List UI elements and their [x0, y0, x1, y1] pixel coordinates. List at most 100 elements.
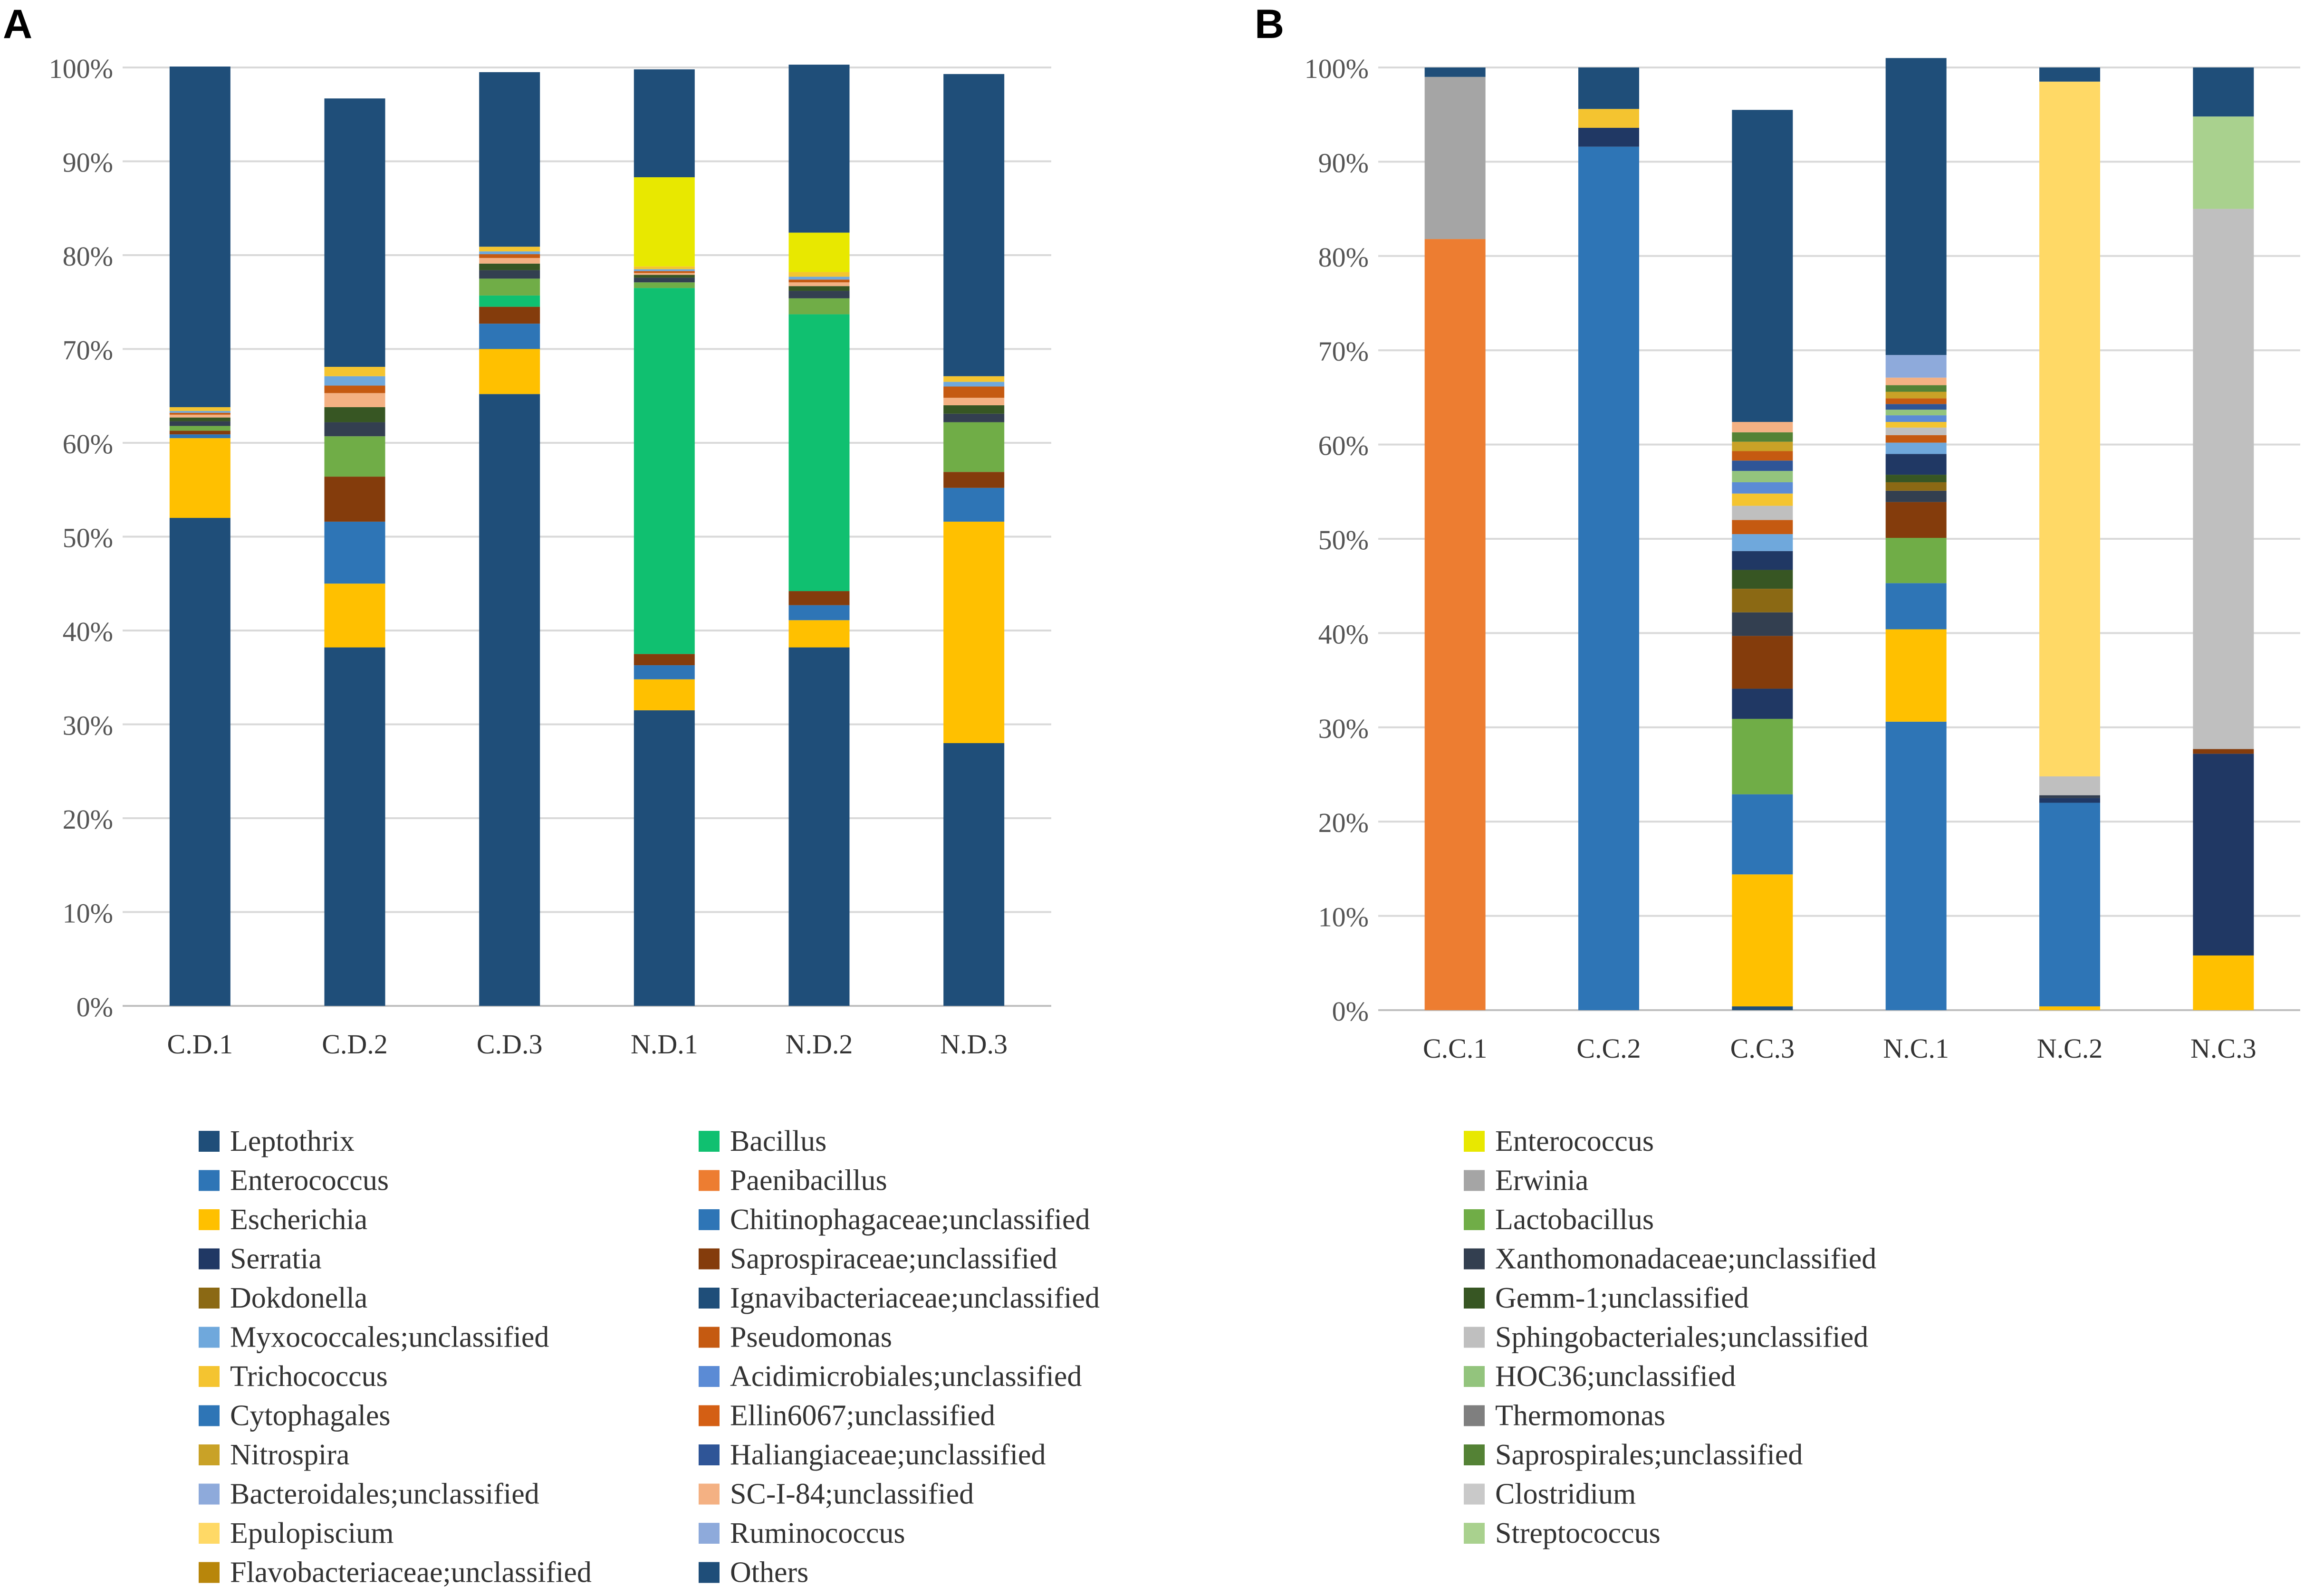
bar-segment-c-c-3-gemm-1-unclassified: [1732, 570, 1793, 589]
bar-segment-n-d-3-others: [943, 74, 1005, 376]
legend-swatch: [699, 1288, 720, 1309]
legend-swatch: [199, 1209, 220, 1230]
bar-segment-n-d-1-trichococcus: [634, 266, 695, 269]
panel-letter-a: A: [3, 1, 32, 47]
bar-segment-n-c-1-escherichia-2: [1885, 629, 1947, 722]
y-tick-label: 80%: [63, 241, 113, 272]
bar-segment-n-d-1-gemm-1-unclassified: [634, 275, 695, 278]
legend-label: Ignavibacteriaceae;unclassified: [730, 1282, 1100, 1314]
legend-swatch: [1464, 1523, 1485, 1544]
legend-swatch: [1464, 1444, 1485, 1465]
bar-segment-n-d-1-enterococcus: [634, 665, 695, 679]
bar-segment-c-c-2-trichococcus-2: [1578, 109, 1639, 128]
legend-swatch: [199, 1523, 220, 1544]
legend-swatch: [1464, 1248, 1485, 1270]
legend-swatch: [699, 1131, 720, 1152]
legend-label: Trichococcus: [230, 1360, 388, 1393]
bar-segment-c-c-3-saprospiraceae-unclassified: [1732, 636, 1793, 689]
bar-segment-n-d-1-others: [634, 69, 695, 178]
bar-segment-n-d-1-sc-i-84-unclassified: [634, 273, 695, 275]
legend-swatch: [699, 1405, 720, 1426]
legend-label: Xanthomonadaceae;unclassified: [1495, 1243, 1876, 1275]
bar-segment-c-c-3-serratia: [1732, 688, 1793, 719]
bar-segment-n-c-1-xanthomonadaceae-unclassified: [1885, 490, 1947, 502]
bar-segment-n-d-3-pseudomonas: [943, 386, 1005, 398]
legend-swatch: [1464, 1366, 1485, 1387]
bar-segment-c-c-3-haliangiaceae-unclassified: [1732, 460, 1793, 471]
legend-label: Pseudomonas: [730, 1321, 892, 1354]
legend-swatch: [199, 1131, 220, 1152]
legend-label: Dokdonella: [230, 1282, 367, 1314]
legend-swatch: [699, 1444, 720, 1465]
panel-letter-b: B: [1255, 1, 1284, 47]
bar-segment-n-d-2-enterococcus-yellow: [788, 232, 850, 272]
legend-swatch: [1464, 1131, 1485, 1152]
legend-swatch: [199, 1288, 220, 1309]
bar-segment-n-c-1-hoc36-unclassified: [1885, 410, 1947, 416]
y-tick-label: 100%: [49, 53, 113, 84]
y-tick-label: 0%: [77, 992, 113, 1023]
bar-segment-n-d-1-escherichia: [634, 679, 695, 710]
bar-segment-c-d-1-pseudomonas: [169, 412, 230, 415]
y-tick-label: 70%: [63, 335, 113, 366]
bar-segment-n-d-3-enterococcus: [943, 487, 1005, 522]
legend-swatch: [199, 1170, 220, 1191]
legend-label: Saprospirales;unclassified: [1495, 1439, 1803, 1471]
x-tick-label: N.C.1: [1883, 1033, 1949, 1064]
legend-swatch: [1464, 1483, 1485, 1505]
legend-label: Ruminococcus: [730, 1517, 905, 1549]
bar-segment-c-c-3-lactobacillus: [1732, 718, 1793, 794]
legend-label: Epulopiscium: [230, 1517, 394, 1549]
bar-segment-c-d-2-sc-i-84-unclassified: [324, 393, 385, 407]
bar-segment-n-c-1-chitinophagaceae-unclassified: [1885, 583, 1947, 630]
bar-segment-c-c-2-others: [1578, 67, 1639, 109]
bar-segment-n-c-1-gemm-1-unclassified: [1885, 475, 1947, 482]
bar-segment-c-d-2-myxococcales-unclassified: [324, 376, 385, 386]
bar-segment-c-c-3-xanthomonadaceae-unclassified: [1732, 612, 1793, 636]
bar-segment-c-d-2-saprospiraceae-unclassified: [324, 477, 385, 522]
bar-segment-n-d-1-lactobacillus: [634, 282, 695, 288]
bar-segment-n-c-1-serratia-2: [1885, 454, 1947, 475]
legend-swatch: [1464, 1170, 1485, 1191]
legend-label: Acidimicrobiales;unclassified: [730, 1360, 1082, 1393]
bar-segment-c-d-2-xanthomonadaceae-unclassified: [324, 422, 385, 437]
legend-label: Bacillus: [730, 1125, 826, 1157]
bar-segment-c-d-2-leptothrix: [324, 647, 385, 1006]
bar-segment-n-d-2-myxococcales-unclassified: [788, 277, 850, 280]
bar-segment-n-d-2-trichococcus: [788, 272, 850, 277]
legend-label: Escherichia: [230, 1204, 367, 1236]
legend-label: Gemm-1;unclassified: [1495, 1282, 1749, 1314]
bar-segment-c-c-1-paenibacillus: [1424, 239, 1486, 1010]
legend-swatch: [699, 1366, 720, 1387]
legend-swatch: [199, 1562, 220, 1583]
y-tick-label: 60%: [1318, 430, 1369, 461]
legend: Leptothrix Enterococcus Escherichia Serrati…: [199, 1125, 1876, 1589]
legend-label: Streptococcus: [1495, 1517, 1661, 1549]
legend-label: Enterococcus: [1495, 1125, 1654, 1157]
bar-segment-c-d-2-lactobacillus: [324, 436, 385, 477]
bar-segment-n-d-2-bacillus: [788, 314, 850, 592]
bar-segment-n-c-2-epulopiscium: [2039, 81, 2100, 776]
bar-segment-n-c-2-enterococcus: [2039, 803, 2100, 1007]
bar-segment-c-c-3-dokdonella: [1732, 589, 1793, 612]
x-tick-label: C.C.2: [1576, 1033, 1641, 1064]
legend-swatch: [199, 1248, 220, 1270]
bar-segment-n-d-3-trichococcus: [943, 376, 1005, 382]
bar-segment-n-c-1-pseudomonas: [1885, 435, 1947, 443]
bar-segment-n-c-2-xanthomonadaceae-unclassified: [2039, 795, 2100, 798]
bar-segment-c-d-3-trichococcus: [479, 247, 540, 252]
bar-segment-n-c-1-trichococcus: [1885, 421, 1947, 428]
legend-label: Myxococcales;unclassified: [230, 1321, 549, 1354]
bar-segment-n-c-3-sphingobacteriales-unclassified: [2193, 209, 2254, 749]
bar-segment-c-d-2-pseudomonas: [324, 385, 385, 393]
y-tick-label: 80%: [1318, 242, 1369, 273]
legend-label: Bacteroidales;unclassified: [230, 1478, 539, 1510]
bar-segment-n-c-1-others: [1885, 58, 1947, 355]
bar-segment-n-d-1-xanthomonadaceae-unclassified: [634, 277, 695, 283]
bar-segment-n-c-1-sc-i-84-unclassified: [1885, 377, 1947, 385]
bar-segment-n-d-1-pseudomonas: [634, 271, 695, 273]
bar-segment-c-d-1-trichococcus: [169, 407, 230, 411]
bar-segment-n-c-2-serratia: [2039, 798, 2100, 803]
bar-segment-n-d-2-escherichia: [788, 620, 850, 648]
bar-segment-n-d-2-leptothrix: [788, 647, 850, 1006]
